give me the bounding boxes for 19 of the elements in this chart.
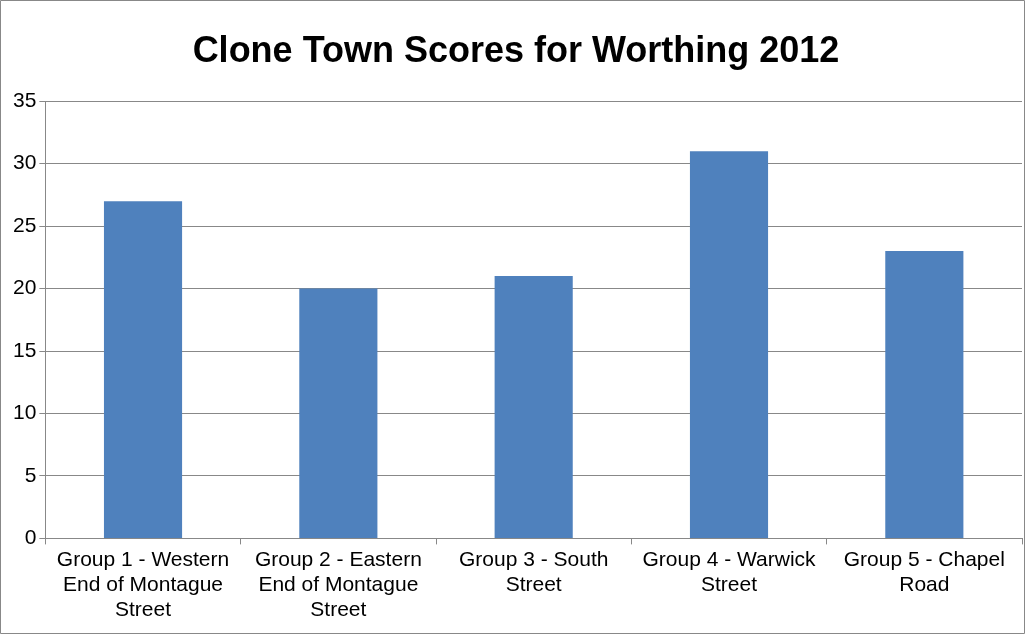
y-tick-label: 25 <box>13 212 37 236</box>
bar <box>103 201 183 538</box>
x-tick-label: Group 3 - South Street <box>458 546 609 595</box>
y-tick-label: 20 <box>13 275 37 299</box>
y-tick-label: 10 <box>13 400 37 424</box>
x-tick-label: Group 2 - Eastern End of Montague Street <box>254 546 422 621</box>
chart-title: Clone Town Scores for Worthing 2012 <box>192 28 840 70</box>
y-tick-label: 0 <box>24 525 37 549</box>
y-tick-label: 5 <box>24 462 37 486</box>
y-tick-label: 30 <box>13 150 37 174</box>
x-tick-label: Group 1 - Western End of Montague Street <box>56 546 230 621</box>
bar <box>885 251 964 538</box>
y-tick-label: 15 <box>13 337 37 361</box>
bar <box>494 276 573 538</box>
y-tick-label: 35 <box>13 88 37 111</box>
x-tick-label: Group 4 - Warwick Street <box>642 546 817 595</box>
bar <box>689 151 769 538</box>
bar <box>299 288 378 538</box>
x-tick-label: Group 5 - Chapel Road <box>843 546 1005 595</box>
